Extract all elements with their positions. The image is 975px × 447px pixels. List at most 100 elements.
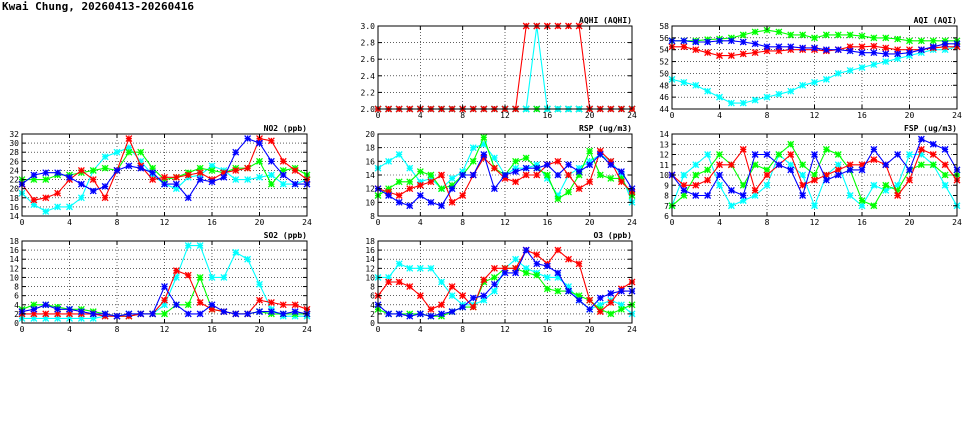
x-tick-label: 24	[302, 218, 312, 227]
y-tick-label: 2.0	[361, 105, 376, 114]
x-tick-label: 16	[207, 218, 217, 227]
data-point	[617, 301, 625, 309]
data-point	[406, 264, 414, 272]
x-tick-label: 12	[500, 325, 510, 334]
data-point	[438, 301, 445, 309]
data-point	[161, 296, 168, 304]
x-tick-label: 0	[376, 218, 381, 227]
data-point	[30, 201, 38, 209]
data-point	[232, 310, 240, 318]
y-tick-label: 28	[9, 148, 19, 157]
data-point	[438, 185, 445, 193]
data-point	[941, 161, 949, 169]
data-point	[834, 166, 842, 174]
data-point	[727, 161, 735, 169]
data-point	[161, 301, 168, 309]
y-tick-label: 18	[9, 194, 19, 203]
data-point	[870, 42, 878, 50]
data-point	[406, 202, 414, 210]
data-point	[929, 43, 937, 51]
data-point	[704, 87, 712, 95]
data-point	[161, 180, 168, 188]
data-point	[846, 161, 854, 169]
x-tick-label: 0	[376, 111, 381, 120]
data-point	[512, 164, 520, 172]
data-point	[208, 301, 216, 309]
data-point	[438, 278, 445, 286]
y-tick-label: 0	[370, 319, 375, 328]
data-point	[30, 301, 38, 309]
data-point	[406, 312, 414, 320]
data-point	[596, 308, 604, 316]
y-tick-label: 2.2	[361, 88, 376, 97]
data-point	[763, 171, 771, 179]
data-point	[704, 192, 712, 199]
y-tick-label: 2.4	[361, 72, 376, 81]
data-point	[244, 135, 252, 143]
data-point	[279, 171, 287, 179]
data-point	[751, 96, 759, 104]
y-tick-label: 9	[664, 181, 669, 190]
data-point	[751, 161, 759, 169]
data-point	[42, 194, 50, 202]
data-point	[54, 169, 62, 177]
data-point	[763, 26, 771, 34]
data-point	[906, 176, 913, 184]
x-tick-label: 8	[460, 325, 465, 334]
data-point	[680, 37, 688, 45]
data-point	[101, 310, 109, 318]
data-point	[448, 174, 456, 182]
x-tick-label: 24	[302, 325, 312, 334]
data-point	[501, 269, 509, 277]
data-point	[751, 186, 759, 194]
data-point	[244, 164, 252, 172]
data-point	[811, 176, 818, 184]
data-point	[416, 181, 424, 189]
y-tick-label: 8	[14, 283, 19, 292]
data-point	[512, 269, 520, 277]
data-point	[30, 171, 38, 179]
data-point	[775, 43, 783, 51]
chart-title: RSP (ug/m3)	[579, 124, 632, 133]
data-point	[196, 310, 204, 318]
data-point	[870, 202, 878, 210]
data-point	[42, 314, 50, 322]
data-point	[30, 176, 38, 184]
data-point	[822, 176, 830, 184]
data-point	[267, 308, 275, 316]
gridlines	[22, 241, 307, 323]
data-point	[459, 192, 467, 199]
data-point	[172, 173, 180, 181]
data-point	[66, 203, 73, 211]
data-point	[554, 287, 562, 295]
data-point	[716, 181, 723, 189]
data-point	[716, 161, 723, 169]
data-point	[279, 166, 287, 174]
chart-title: AQI (AQI)	[914, 16, 957, 25]
data-point	[882, 186, 890, 194]
data-point	[787, 87, 795, 95]
y-tick-label: 20	[9, 185, 19, 194]
data-point	[565, 255, 572, 263]
data-point	[522, 269, 530, 277]
data-point	[522, 264, 530, 272]
data-point	[917, 135, 925, 143]
data-point	[799, 171, 807, 179]
data-point	[208, 305, 216, 313]
data-point	[448, 185, 456, 193]
data-point	[554, 192, 562, 199]
data-point	[775, 90, 783, 98]
data-point	[427, 171, 435, 179]
data-point	[775, 161, 783, 169]
y-tick-label: 8	[370, 283, 375, 292]
data-point	[137, 164, 145, 172]
y-tick-label: 16	[9, 203, 19, 212]
data-point	[704, 166, 712, 174]
data-point	[256, 173, 263, 181]
data-point	[811, 151, 818, 158]
data-point	[727, 202, 735, 210]
data-point	[870, 145, 878, 153]
data-point	[596, 171, 604, 179]
